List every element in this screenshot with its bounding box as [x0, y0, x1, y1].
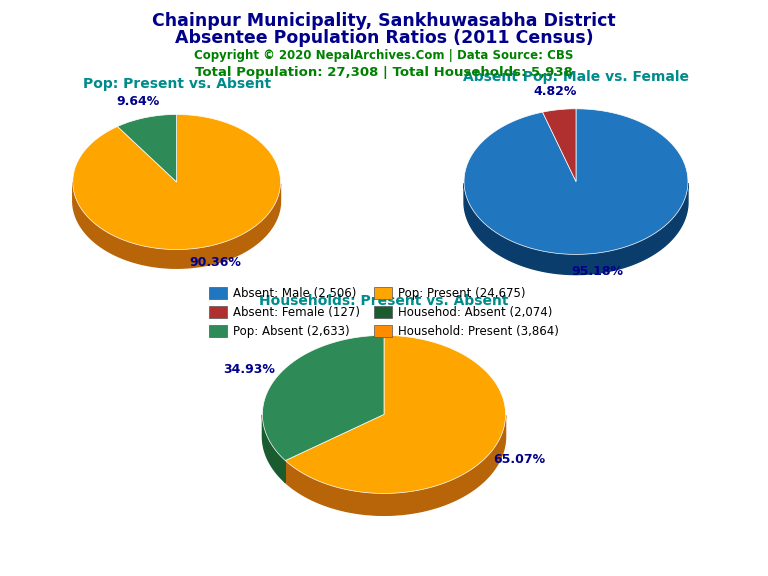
- Text: 65.07%: 65.07%: [493, 453, 545, 466]
- Polygon shape: [73, 183, 280, 268]
- Polygon shape: [73, 115, 280, 249]
- Polygon shape: [542, 109, 576, 181]
- Title: Households: Present vs. Absent: Households: Present vs. Absent: [260, 294, 508, 309]
- Text: 9.64%: 9.64%: [116, 95, 160, 108]
- Polygon shape: [285, 335, 505, 494]
- Text: Copyright © 2020 NepalArchives.Com | Data Source: CBS: Copyright © 2020 NepalArchives.Com | Dat…: [194, 49, 574, 62]
- Text: 4.82%: 4.82%: [533, 85, 577, 98]
- Text: 90.36%: 90.36%: [190, 256, 241, 269]
- Polygon shape: [263, 415, 285, 483]
- Polygon shape: [464, 183, 688, 275]
- Polygon shape: [464, 109, 688, 255]
- Text: Absentee Population Ratios (2011 Census): Absentee Population Ratios (2011 Census): [174, 29, 594, 47]
- Title: Pop: Present vs. Absent: Pop: Present vs. Absent: [83, 77, 270, 91]
- Title: Absent Pop: Male vs. Female: Absent Pop: Male vs. Female: [463, 70, 689, 84]
- Legend: Absent: Male (2,506), Absent: Female (127), Pop: Absent (2,633), Pop: Present (2: Absent: Male (2,506), Absent: Female (12…: [204, 282, 564, 343]
- Polygon shape: [263, 335, 384, 461]
- Text: 95.18%: 95.18%: [571, 265, 623, 278]
- Text: 34.93%: 34.93%: [223, 363, 275, 376]
- Polygon shape: [118, 115, 177, 182]
- Polygon shape: [285, 415, 505, 516]
- Text: Total Population: 27,308 | Total Households: 5,938: Total Population: 27,308 | Total Househo…: [195, 66, 573, 79]
- Text: Chainpur Municipality, Sankhuwasabha District: Chainpur Municipality, Sankhuwasabha Dis…: [152, 12, 616, 29]
